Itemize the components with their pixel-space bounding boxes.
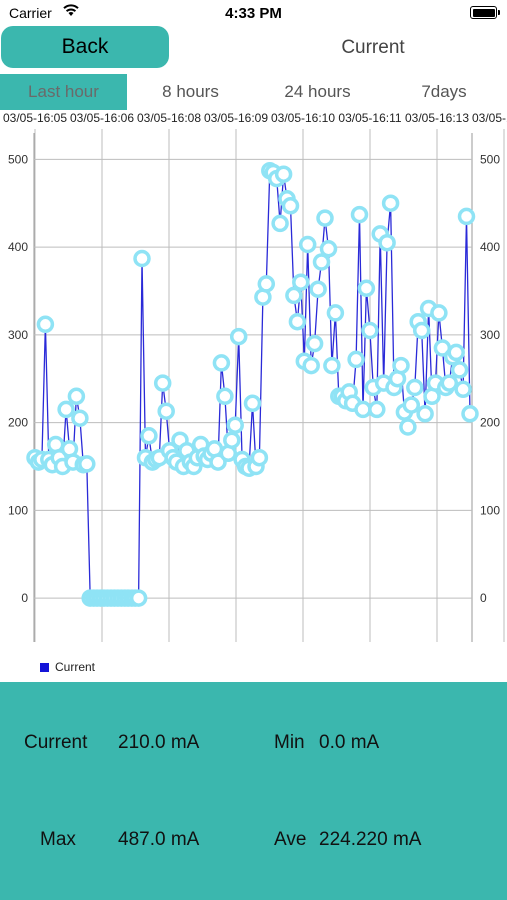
data-point <box>354 400 372 419</box>
data-point <box>223 431 241 449</box>
data-point <box>402 396 421 414</box>
tab-last-hour[interactable]: Last hour <box>0 74 127 110</box>
data-point <box>440 374 459 392</box>
data-point <box>412 321 431 340</box>
current-value: 210.0 mA <box>118 732 200 753</box>
data-point <box>157 402 175 420</box>
data-point <box>461 405 479 423</box>
data-point <box>357 279 376 298</box>
data-point <box>57 400 75 419</box>
data-point <box>274 165 293 183</box>
tab-7days[interactable]: 7days <box>421 82 467 101</box>
data-point <box>216 387 234 406</box>
y-tick-label-left: 100 <box>8 503 28 517</box>
y-tick-label-left: 500 <box>8 152 28 166</box>
data-point <box>309 280 327 298</box>
ave-value: 224.220 mA <box>319 829 422 850</box>
tab-24-hours[interactable]: 24 hours <box>284 82 351 101</box>
data-point <box>281 197 300 215</box>
data-point <box>140 427 158 445</box>
data-point <box>316 209 334 227</box>
y-tick-label-left: 400 <box>8 240 28 254</box>
y-tick-label-left: 300 <box>8 328 28 342</box>
data-point <box>36 315 55 334</box>
status-bar: Carrier 4:33 PM <box>0 0 507 26</box>
ave-label: Ave <box>274 829 307 850</box>
y-tick-label-right: 100 <box>480 503 500 517</box>
data-point <box>250 448 269 467</box>
data-point <box>292 273 310 291</box>
data-point <box>447 343 465 362</box>
data-point <box>350 205 369 224</box>
data-point <box>133 249 151 268</box>
y-tick-label-right: 400 <box>480 240 500 254</box>
y-tick-label-right: 200 <box>480 416 500 430</box>
data-point <box>129 589 148 607</box>
max-label: Max <box>40 829 76 850</box>
data-point <box>288 312 307 331</box>
legend-label: Current <box>55 660 96 674</box>
x-tick-label: 03/05-16:05 <box>3 111 67 125</box>
x-tick-label: 03/05-16:11 <box>338 111 401 125</box>
min-value: 0.0 mA <box>319 732 380 753</box>
battery-icon <box>470 6 500 19</box>
x-tick-label: 03/05-16:10 <box>271 111 335 125</box>
data-point <box>381 194 400 212</box>
x-tick-label: 03/05-16:13 <box>405 111 469 125</box>
y-tick-label-right: 0 <box>480 591 487 605</box>
data-point <box>406 378 424 397</box>
data-point <box>430 304 448 322</box>
data-point <box>416 405 434 423</box>
data-point <box>399 418 417 436</box>
legend-swatch <box>40 662 49 672</box>
data-point <box>457 207 476 226</box>
data-point <box>153 374 172 392</box>
y-tick-label-left: 0 <box>21 591 28 605</box>
data-point <box>257 275 276 293</box>
data-point <box>229 327 248 346</box>
data-point <box>450 361 469 379</box>
y-tick-label-left: 200 <box>8 416 28 430</box>
data-point <box>305 334 324 353</box>
data-point <box>285 286 303 305</box>
stats-panel: Current 210.0 mA Min 0.0 mA Max 487.0 mA… <box>0 682 507 900</box>
data-point <box>298 235 317 254</box>
x-tick-label: 03/05-16:09 <box>204 111 268 125</box>
data-point <box>67 387 86 406</box>
current-label: Current <box>24 732 88 753</box>
x-tick-label: 03/05-16:06 <box>70 111 134 125</box>
series-line-current <box>34 169 471 599</box>
x-tick-label: 03/05-16:15 <box>472 111 507 125</box>
max-value: 487.0 mA <box>118 829 200 850</box>
x-tick-label: 03/05-16:08 <box>137 111 201 125</box>
data-point <box>212 354 231 372</box>
data-point <box>347 350 365 369</box>
data-point <box>319 240 338 258</box>
chart-legend: Current <box>40 660 95 674</box>
current-chart: 0 0 100 100 200 200 300 300 400 400 500 500 03/05-16… <box>3 111 507 642</box>
page-title: Current <box>341 37 405 58</box>
data-point <box>368 400 386 419</box>
min-label: Min <box>274 732 305 753</box>
data-point <box>392 356 410 375</box>
data-point <box>378 233 396 252</box>
back-button[interactable]: Back <box>1 26 169 68</box>
data-point <box>271 214 289 233</box>
data-point <box>78 455 96 473</box>
data-point <box>243 394 262 413</box>
data-point <box>312 253 331 271</box>
y-tick-label-right: 300 <box>480 328 500 342</box>
data-point <box>302 356 320 375</box>
y-tick-label-right: 500 <box>480 152 500 166</box>
data-point <box>454 380 472 399</box>
data-point <box>226 416 244 434</box>
data-point <box>323 356 341 375</box>
tab-8-hours[interactable]: 8 hours <box>162 82 219 101</box>
carrier-label: Carrier <box>9 5 52 21</box>
data-point <box>361 321 379 340</box>
data-point <box>326 304 345 322</box>
data-point <box>71 409 89 427</box>
clock: 4:33 PM <box>225 5 282 22</box>
wifi-icon <box>63 4 79 16</box>
